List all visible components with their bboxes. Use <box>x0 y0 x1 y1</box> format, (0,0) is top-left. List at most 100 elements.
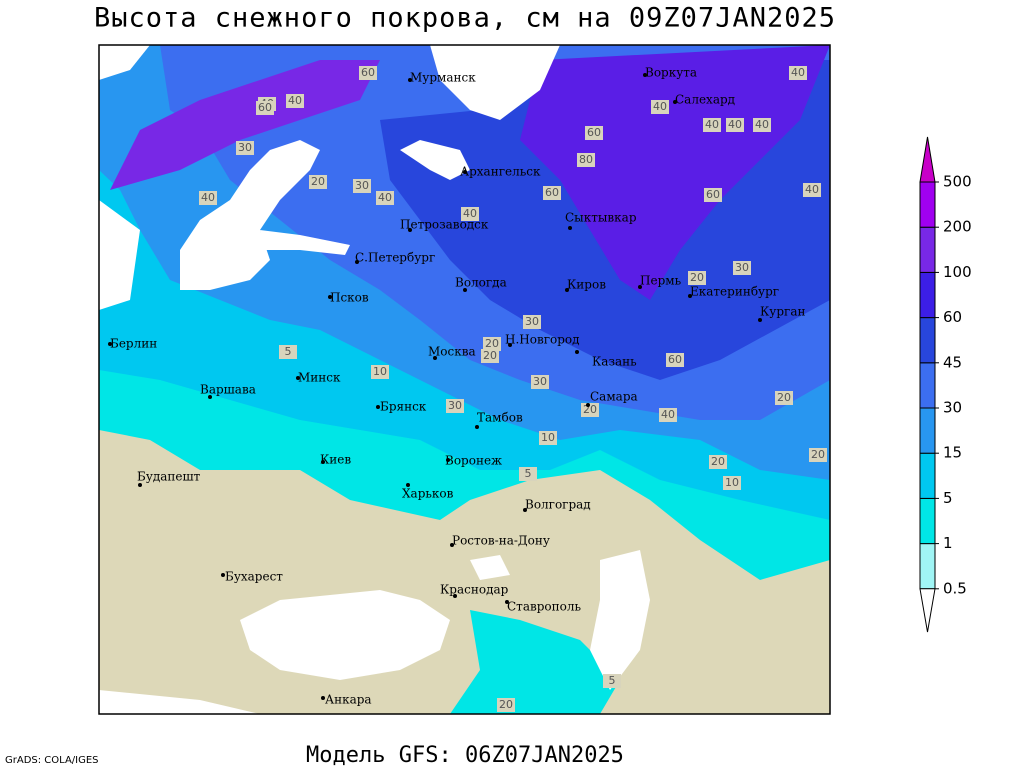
contour-label-box <box>286 94 304 108</box>
city-label: С.Петербург <box>355 251 435 265</box>
contour-label-box <box>581 403 599 417</box>
contour-label-box <box>519 467 537 481</box>
contour-label: 10 <box>541 431 555 444</box>
city-dot <box>208 395 212 399</box>
snow-60-100 <box>520 45 830 300</box>
contour-label: 40 <box>653 100 667 113</box>
contour-label: 5 <box>285 345 292 358</box>
legend-swatch <box>919 317 936 364</box>
contour-label: 40 <box>463 207 477 220</box>
city-label: Воронеж <box>445 454 502 468</box>
contour-label: 30 <box>525 315 539 328</box>
legend-swatch <box>919 543 936 590</box>
city-dot <box>575 350 579 354</box>
legend-swatch <box>919 226 936 273</box>
contour-label: 20 <box>485 337 499 350</box>
contour-label: 10 <box>725 476 739 489</box>
contour-label: 30 <box>238 141 252 154</box>
contour-label-box <box>199 191 217 205</box>
contour-label-box <box>726 118 744 132</box>
legend-label: 200 <box>943 218 972 236</box>
city-dot <box>376 405 380 409</box>
city-label: Берлин <box>110 337 157 351</box>
contour-label: 60 <box>258 101 272 114</box>
snow-patch <box>450 610 620 714</box>
city-dot <box>408 78 412 82</box>
contour-label-box <box>539 431 557 445</box>
city-dot <box>643 73 647 77</box>
city-label: Варшава <box>200 383 256 397</box>
contour-label-box <box>481 349 499 363</box>
city-dot <box>446 458 450 462</box>
contour-label-box <box>309 175 327 189</box>
contour-label-box <box>703 118 721 132</box>
city-dot <box>565 288 569 292</box>
contour-label-box <box>376 191 394 205</box>
city-dot <box>463 288 467 292</box>
city-dot <box>758 318 762 322</box>
city-dot <box>296 376 300 380</box>
city-dot <box>523 508 527 512</box>
legend-triangle-bottom <box>919 588 936 633</box>
legend-label: 5 <box>943 489 953 507</box>
contour-label: 40 <box>288 94 302 107</box>
city-dot <box>328 295 332 299</box>
contour-label-box <box>666 353 684 367</box>
legend-label: 100 <box>943 263 972 281</box>
contour-label: 20 <box>311 175 325 188</box>
city-label: Ставрополь <box>507 600 581 614</box>
city-dot <box>138 483 142 487</box>
contour-label: 40 <box>755 118 769 131</box>
city-dot <box>463 170 467 174</box>
contour-label-box <box>483 337 501 351</box>
contour-label-box <box>733 261 751 275</box>
city-dot <box>453 594 457 598</box>
subtitle: Модель GFS: 06Z07JAN2025 <box>306 743 624 768</box>
contour-label-box <box>497 698 515 712</box>
city-label: Вологда <box>455 276 507 290</box>
contour-label: 60 <box>668 353 682 366</box>
city-dot <box>406 483 410 487</box>
city-label: Будапешт <box>137 470 201 484</box>
contour-label-box <box>371 365 389 379</box>
contour-label: 60 <box>545 186 559 199</box>
city-label: Екатеринбург <box>690 285 779 299</box>
city-label: Москва <box>428 345 476 359</box>
legend-swatch <box>919 407 936 454</box>
seas <box>99 45 650 714</box>
city-label: Воркута <box>645 66 697 80</box>
contour-label: 40 <box>728 118 742 131</box>
city-label: Харьков <box>402 487 454 501</box>
city-label: Ростов-на-Дону <box>452 534 550 548</box>
contour-label: 30 <box>533 375 547 388</box>
city-label: Казань <box>592 355 637 369</box>
contour-label: 30 <box>448 399 462 412</box>
contour-label: 30 <box>355 179 369 192</box>
contour-label: 20 <box>777 391 791 404</box>
contour-label-box <box>704 188 722 202</box>
contour-label: 60 <box>587 126 601 139</box>
city-label: Архангельск <box>460 165 541 179</box>
city-dot <box>673 100 677 104</box>
contour-label: 5 <box>525 467 532 480</box>
contour-label-box <box>359 66 377 80</box>
city-label: Петрозаводск <box>400 218 489 232</box>
city-label: Краснодар <box>440 583 509 597</box>
contour-label-box <box>279 345 297 359</box>
snow-scandinavia <box>110 60 380 190</box>
city-label: Киров <box>567 278 606 292</box>
legend-label: 45 <box>943 353 962 371</box>
city-label: Анкара <box>325 693 372 707</box>
legend-swatch <box>919 271 936 319</box>
legend-label: 1 <box>943 534 953 552</box>
contour-label-box <box>775 391 793 405</box>
city-dot <box>688 294 692 298</box>
contour-label: 5 <box>609 674 616 687</box>
city-label: Н.Новгород <box>505 333 580 347</box>
city-label: Пермь <box>640 274 682 288</box>
city-label: Минск <box>298 371 341 385</box>
city-label: Сыктывкар <box>565 211 637 225</box>
legend-label: 30 <box>943 399 962 417</box>
